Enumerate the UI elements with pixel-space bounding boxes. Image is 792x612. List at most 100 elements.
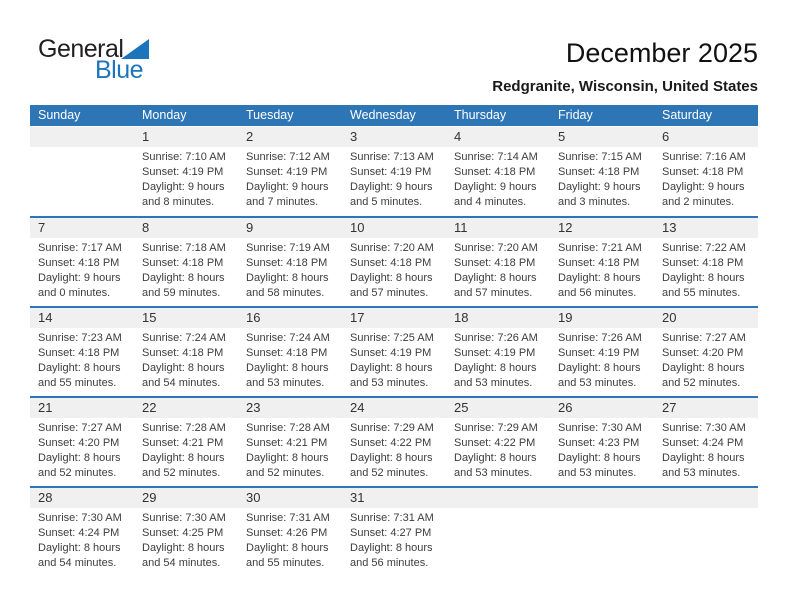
sunset-text: Sunset: 4:18 PM <box>662 257 744 269</box>
daylight-text: Daylight: 8 hours and 58 minutes. <box>246 272 329 299</box>
sunset-text: Sunset: 4:19 PM <box>142 166 224 178</box>
day-cell: Sunrise: 7:31 AM Sunset: 4:26 PM Daylight:… <box>238 508 342 571</box>
sunset-text: Sunset: 4:23 PM <box>558 437 640 449</box>
calendar-header: December 2025 Redgranite, Wisconsin, Uni… <box>492 38 758 95</box>
day-cell: Sunrise: 7:29 AM Sunset: 4:22 PM Daylight:… <box>342 418 446 481</box>
day-cell: Sunrise: 7:30 AM Sunset: 4:25 PM Daylight:… <box>134 508 238 571</box>
day-number: 14 <box>38 310 53 325</box>
day-number: 3 <box>350 129 358 144</box>
logo-word-blue: Blue <box>95 56 144 84</box>
daylight-text: Daylight: 8 hours and 54 minutes. <box>142 362 225 389</box>
sunset-text: Sunset: 4:24 PM <box>662 437 744 449</box>
sunrise-text: Sunrise: 7:12 AM <box>246 151 330 163</box>
day-number: 6 <box>662 129 670 144</box>
daylight-text: Daylight: 8 hours and 53 minutes. <box>558 362 641 389</box>
sunrise-text: Sunrise: 7:21 AM <box>558 242 642 254</box>
calendar-grid: Sunday Monday Tuesday Wednesday Thursday Frid… <box>30 105 758 576</box>
day-number: 19 <box>558 310 573 325</box>
logo-word-general: General <box>38 35 124 63</box>
weekday-header-tuesday: Tuesday <box>246 108 294 122</box>
daylight-text: Daylight: 9 hours and 2 minutes. <box>662 181 745 208</box>
week-row: 21 22 23 24 25 26 27 Sunrise: 7:27 AM Sunset: 4:… <box>30 396 758 486</box>
day-cell: Sunrise: 7:28 AM Sunset: 4:21 PM Daylight:… <box>238 418 342 481</box>
sunset-text: Sunset: 4:18 PM <box>558 257 640 269</box>
empty-day-cell <box>446 508 550 571</box>
day-number: 5 <box>558 129 566 144</box>
sunrise-text: Sunrise: 7:14 AM <box>454 151 538 163</box>
day-number: 18 <box>454 310 469 325</box>
day-number: 13 <box>662 220 677 235</box>
day-number: 30 <box>246 490 261 505</box>
daylight-text: Daylight: 8 hours and 52 minutes. <box>142 452 225 479</box>
week-row: 28 29 30 31 Sunrise: 7:30 AM Sunset: 4:24 PM D… <box>30 486 758 576</box>
daylight-text: Daylight: 8 hours and 53 minutes. <box>454 362 537 389</box>
day-number-band: 1 2 3 4 5 6 <box>30 127 758 147</box>
daylight-text: Daylight: 9 hours and 4 minutes. <box>454 181 537 208</box>
day-number: 4 <box>454 129 462 144</box>
daylight-text: Daylight: 8 hours and 52 minutes. <box>38 452 121 479</box>
daylight-text: Daylight: 9 hours and 7 minutes. <box>246 181 329 208</box>
day-number: 29 <box>142 490 157 505</box>
weekday-header-sunday: Sunday <box>38 108 81 122</box>
empty-day-cell <box>30 127 134 147</box>
sunset-text: Sunset: 4:21 PM <box>142 437 224 449</box>
sunset-text: Sunset: 4:18 PM <box>142 347 224 359</box>
empty-day-cell <box>654 488 758 508</box>
daylight-text: Daylight: 9 hours and 8 minutes. <box>142 181 225 208</box>
day-number: 11 <box>454 220 468 235</box>
sunset-text: Sunset: 4:18 PM <box>454 166 536 178</box>
day-number: 10 <box>350 220 365 235</box>
sunrise-text: Sunrise: 7:26 AM <box>454 332 538 344</box>
sunset-text: Sunset: 4:19 PM <box>246 166 328 178</box>
day-number-band: 7 8 9 10 11 12 13 <box>30 218 758 238</box>
sunrise-text: Sunrise: 7:30 AM <box>142 512 226 524</box>
weekday-header-wednesday: Wednesday <box>350 108 416 122</box>
daylight-text: Daylight: 8 hours and 53 minutes. <box>558 452 641 479</box>
day-number: 12 <box>558 220 573 235</box>
sunset-text: Sunset: 4:19 PM <box>350 166 432 178</box>
day-cell: Sunrise: 7:30 AM Sunset: 4:24 PM Daylight:… <box>654 418 758 481</box>
day-cell: Sunrise: 7:29 AM Sunset: 4:22 PM Daylight:… <box>446 418 550 481</box>
daylight-text: Daylight: 8 hours and 55 minutes. <box>662 272 745 299</box>
day-cell: Sunrise: 7:18 AM Sunset: 4:18 PM Daylight:… <box>134 238 238 301</box>
sunrise-text: Sunrise: 7:28 AM <box>142 422 226 434</box>
day-cell: Sunrise: 7:21 AM Sunset: 4:18 PM Daylight:… <box>550 238 654 301</box>
day-details-row: Sunrise: 7:30 AM Sunset: 4:24 PM Daylight:… <box>30 508 758 571</box>
sunrise-text: Sunrise: 7:23 AM <box>38 332 122 344</box>
daylight-text: Daylight: 8 hours and 57 minutes. <box>350 272 433 299</box>
daylight-text: Daylight: 8 hours and 55 minutes. <box>246 542 329 569</box>
sunset-text: Sunset: 4:19 PM <box>350 347 432 359</box>
day-number: 8 <box>142 220 150 235</box>
daylight-text: Daylight: 8 hours and 56 minutes. <box>558 272 641 299</box>
sunrise-text: Sunrise: 7:24 AM <box>246 332 330 344</box>
day-number: 16 <box>246 310 261 325</box>
day-cell: Sunrise: 7:31 AM Sunset: 4:27 PM Daylight:… <box>342 508 446 571</box>
sunset-text: Sunset: 4:19 PM <box>558 347 640 359</box>
daylight-text: Daylight: 9 hours and 5 minutes. <box>350 181 433 208</box>
sunrise-text: Sunrise: 7:10 AM <box>142 151 226 163</box>
day-cell: Sunrise: 7:20 AM Sunset: 4:18 PM Daylight:… <box>446 238 550 301</box>
day-number: 24 <box>350 400 365 415</box>
day-cell: Sunrise: 7:30 AM Sunset: 4:23 PM Daylight:… <box>550 418 654 481</box>
day-number: 23 <box>246 400 261 415</box>
day-number: 17 <box>350 310 365 325</box>
day-cell: Sunrise: 7:28 AM Sunset: 4:21 PM Daylight:… <box>134 418 238 481</box>
sunset-text: Sunset: 4:27 PM <box>350 527 432 539</box>
weekday-header-friday: Friday <box>558 108 593 122</box>
daylight-text: Daylight: 8 hours and 52 minutes. <box>662 362 745 389</box>
day-number: 31 <box>350 490 365 505</box>
sunset-text: Sunset: 4:25 PM <box>142 527 224 539</box>
day-cell: Sunrise: 7:10 AM Sunset: 4:19 PM Daylight:… <box>134 147 238 210</box>
weekday-header-monday: Monday <box>142 108 187 122</box>
daylight-text: Daylight: 8 hours and 52 minutes. <box>350 452 433 479</box>
day-number: 28 <box>38 490 53 505</box>
day-details-row: Sunrise: 7:23 AM Sunset: 4:18 PM Daylight:… <box>30 328 758 391</box>
day-number-band: 14 15 16 17 18 19 20 <box>30 308 758 328</box>
sunrise-text: Sunrise: 7:30 AM <box>558 422 642 434</box>
day-number: 15 <box>142 310 157 325</box>
day-cell: Sunrise: 7:15 AM Sunset: 4:18 PM Daylight:… <box>550 147 654 210</box>
sunset-text: Sunset: 4:18 PM <box>246 257 328 269</box>
weekday-header-thursday: Thursday <box>454 108 507 122</box>
logo-triangle-icon <box>121 39 150 59</box>
